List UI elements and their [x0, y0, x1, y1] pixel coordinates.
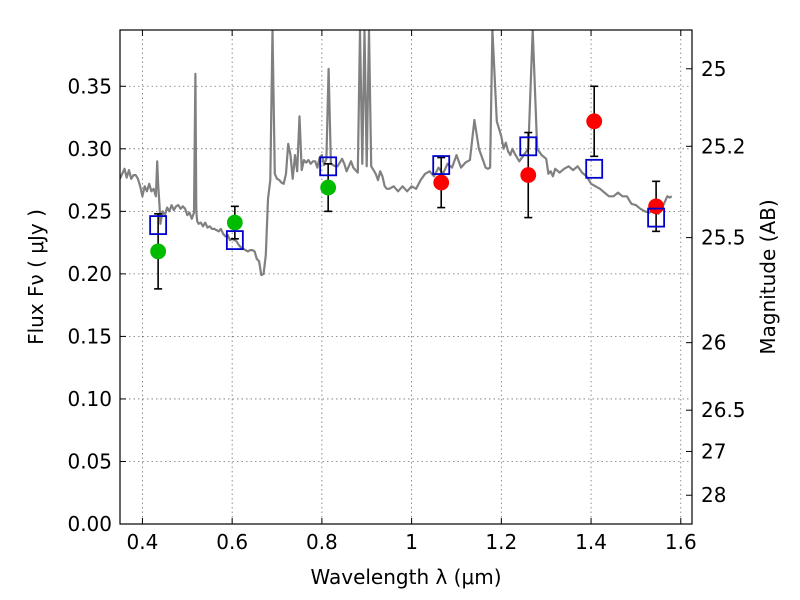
x-tick-label: 0.4 — [127, 530, 159, 554]
right-tick-label: 26 — [701, 331, 726, 355]
photometry-point — [586, 113, 603, 130]
y-tick-label: 0.05 — [67, 449, 112, 473]
photometry-point — [150, 243, 167, 260]
model-square-marker — [149, 215, 168, 235]
right-tick-label: 25.5 — [701, 226, 746, 250]
y-tick-label: 0.00 — [67, 512, 112, 536]
x-tick-label: 0.8 — [306, 530, 338, 554]
y-tick-label: 0.35 — [67, 74, 112, 98]
photometry-point — [648, 198, 665, 215]
model-square-marker — [319, 156, 338, 177]
right-tick-label: 27 — [701, 439, 726, 463]
right-tick-label: 26.5 — [701, 398, 746, 422]
photometry-point — [520, 167, 537, 183]
x-tick-label: 1.6 — [665, 530, 697, 554]
right-axis-title: Magnitude (AB) — [756, 199, 780, 354]
y-tick-label: 0.15 — [67, 324, 112, 348]
photometry-markers — [149, 85, 666, 290]
x-axis-title: Wavelength λ (μm) — [310, 565, 501, 589]
right-tick-label: 25.2 — [701, 134, 746, 158]
y-tick-label: 0.20 — [67, 262, 112, 286]
spectrum — [120, 30, 673, 277]
x-tick-label: 1.4 — [575, 530, 607, 554]
grid — [120, 30, 692, 525]
y-tick-label: 0.25 — [67, 199, 112, 223]
y-tick-label: 0.10 — [67, 387, 112, 411]
right-tick-label: 28 — [701, 483, 726, 507]
spectrum-line — [120, 30, 673, 277]
model-square-marker — [432, 155, 451, 175]
model-square-marker — [647, 207, 666, 228]
model-square-marker — [585, 158, 604, 179]
plot-frame — [119, 29, 693, 525]
photometry-point — [433, 174, 450, 191]
model-square-marker — [519, 136, 538, 157]
y-tick-label: 0.30 — [67, 137, 112, 161]
x-tick-label: 0.6 — [216, 530, 248, 554]
y-axis-title: Flux Fν ( μJy ) — [24, 209, 48, 345]
x-tick-label: 1 — [405, 530, 418, 554]
photometry-point — [226, 214, 243, 231]
photometry-point — [320, 179, 337, 196]
right-tick-label: 25 — [701, 57, 726, 81]
x-tick-label: 1.2 — [485, 530, 517, 554]
axis-ticks: 0.4 0.6 0.8 1 1.2 1.4 1.6 0.00 0.05 0.10 0.15 0.20 0… — [67, 30, 746, 554]
model-square-marker — [225, 230, 244, 251]
